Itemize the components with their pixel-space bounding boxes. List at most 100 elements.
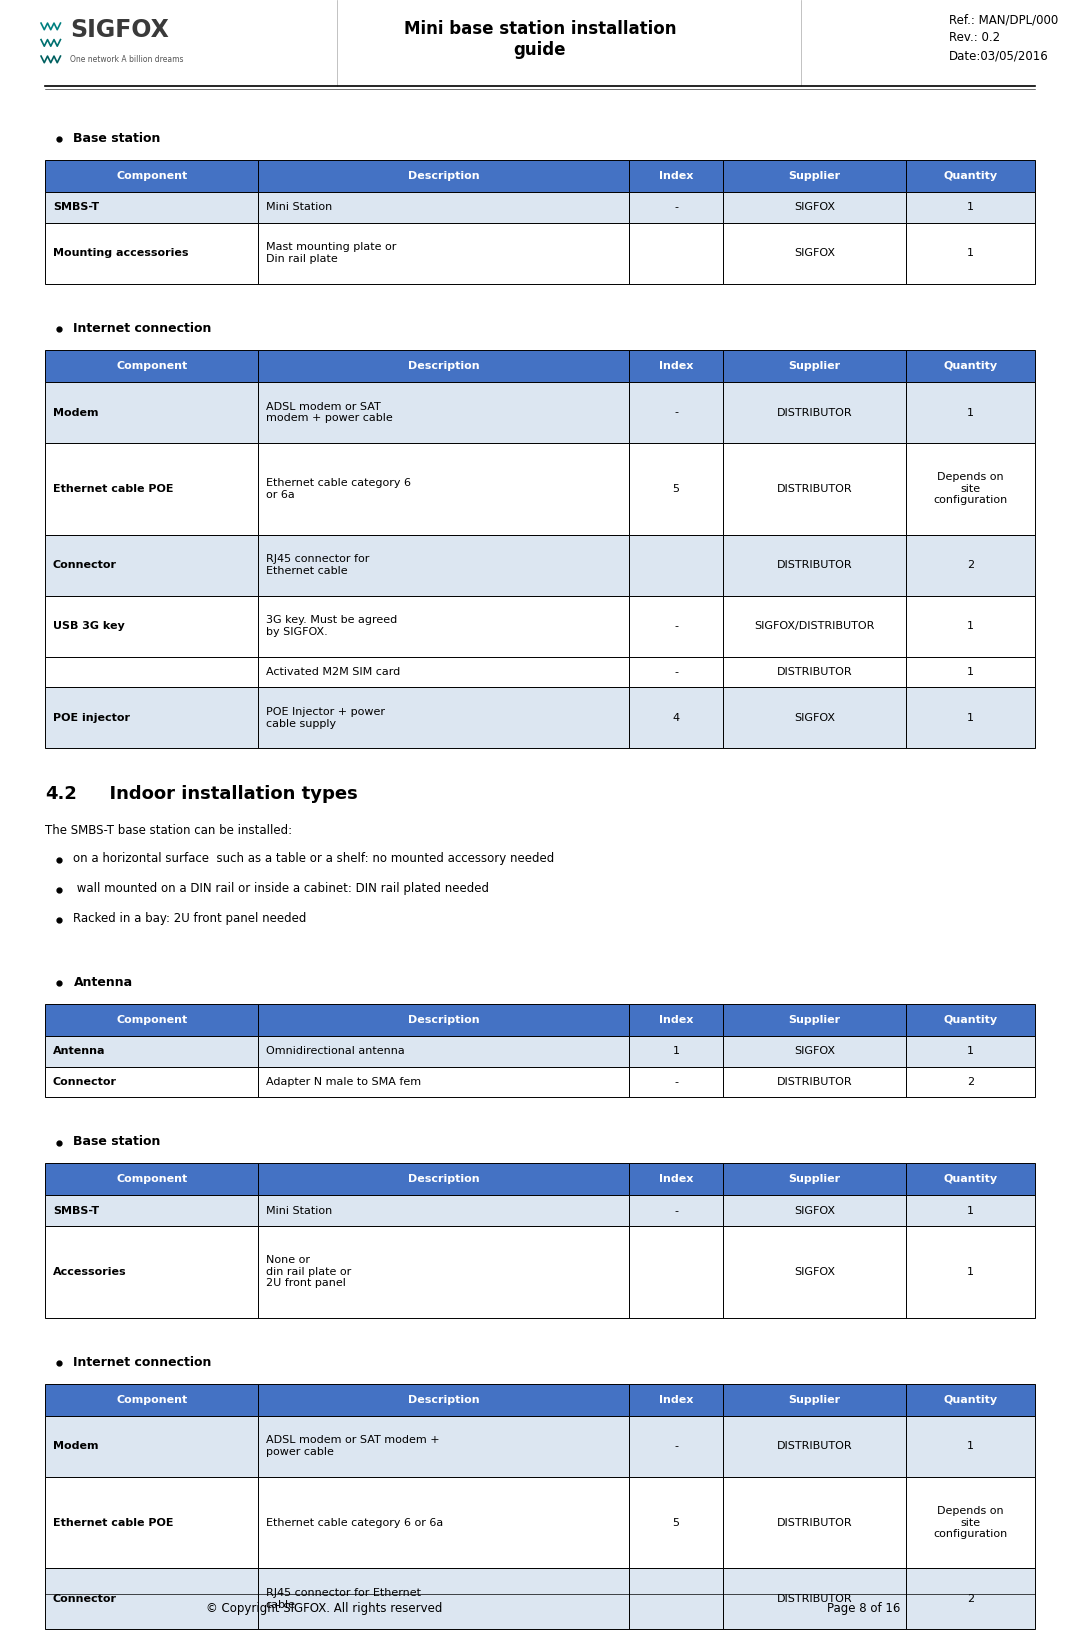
Bar [906, 1036, 1035, 1068]
Text: Supplier: Supplier [788, 172, 840, 182]
Bar [906, 160, 1035, 193]
Bar [906, 1068, 1035, 1097]
Text: Base station: Base station [73, 132, 161, 145]
Text: RJ45 connector for
Ethernet cable: RJ45 connector for Ethernet cable [266, 554, 369, 576]
Bar [906, 1416, 1035, 1477]
Bar [45, 1005, 258, 1036]
Text: 1: 1 [673, 1046, 679, 1056]
Bar [45, 1163, 258, 1196]
Bar [258, 1477, 629, 1569]
Text: Component: Component [116, 1175, 187, 1185]
Text: SMBS-T: SMBS-T [53, 1206, 99, 1216]
Text: POE injector: POE injector [53, 713, 130, 723]
Text: Internet connection: Internet connection [73, 322, 212, 335]
Text: Quantity: Quantity [943, 361, 998, 371]
Text: Depends on
site
configuration: Depends on site configuration [933, 472, 1008, 505]
Bar [906, 657, 1035, 688]
Text: Indoor installation types: Indoor installation types [97, 785, 357, 802]
Text: Connector: Connector [53, 1077, 117, 1087]
Bar [906, 1477, 1035, 1569]
Text: Mini Station: Mini Station [266, 203, 332, 213]
Text: Connector: Connector [53, 559, 117, 571]
Bar [629, 1068, 723, 1097]
Bar [258, 596, 629, 657]
Bar [723, 688, 906, 749]
Bar [629, 1384, 723, 1416]
Text: Index: Index [659, 1175, 693, 1185]
Text: RJ45 connector for Ethernet
cable: RJ45 connector for Ethernet cable [266, 1587, 420, 1610]
Text: Internet connection: Internet connection [73, 1356, 212, 1368]
Bar [629, 1569, 723, 1630]
Text: Base station: Base station [73, 1135, 161, 1148]
Text: on a horizontal surface  such as a table or a shelf: no mounted accessory needed: on a horizontal surface such as a table … [73, 853, 555, 865]
Bar [629, 160, 723, 193]
Text: -: - [674, 408, 678, 417]
Bar [629, 383, 723, 444]
Text: 1: 1 [967, 408, 974, 417]
Text: Activated M2M SIM card: Activated M2M SIM card [266, 667, 400, 676]
Bar [723, 160, 906, 193]
Text: Description: Description [408, 1175, 480, 1185]
Bar [906, 383, 1035, 444]
Text: Omnidirectional antenna: Omnidirectional antenna [266, 1046, 404, 1056]
Text: Modem: Modem [53, 1440, 98, 1452]
Text: Antenna: Antenna [73, 977, 133, 988]
Text: Index: Index [659, 172, 693, 182]
Text: Index: Index [659, 1015, 693, 1025]
Text: SIGFOX: SIGFOX [70, 18, 170, 41]
Bar [723, 1416, 906, 1477]
Bar [629, 223, 723, 284]
Text: DISTRIBUTOR: DISTRIBUTOR [777, 408, 852, 417]
Bar [629, 1416, 723, 1477]
Bar [906, 1005, 1035, 1036]
Bar [906, 1569, 1035, 1630]
Bar [629, 688, 723, 749]
Text: DISTRIBUTOR: DISTRIBUTOR [777, 1077, 852, 1087]
Bar [629, 444, 723, 535]
Text: Supplier: Supplier [788, 1175, 840, 1185]
Bar [723, 223, 906, 284]
Text: 4: 4 [673, 713, 679, 723]
Text: DISTRIBUTOR: DISTRIBUTOR [777, 1440, 852, 1452]
Bar [629, 1163, 723, 1196]
Bar [629, 535, 723, 596]
Bar [906, 193, 1035, 223]
Text: Index: Index [659, 1394, 693, 1404]
Text: SIGFOX: SIGFOX [794, 203, 835, 213]
Text: One network A billion dreams: One network A billion dreams [70, 54, 184, 64]
Bar [723, 596, 906, 657]
Bar [629, 1005, 723, 1036]
Bar [723, 444, 906, 535]
Bar [258, 1068, 629, 1097]
Bar [629, 1477, 723, 1569]
Bar [258, 688, 629, 749]
Text: 5: 5 [673, 483, 679, 493]
Text: Accessories: Accessories [53, 1267, 126, 1277]
Bar [629, 350, 723, 383]
Text: -: - [674, 667, 678, 676]
Bar [258, 657, 629, 688]
Text: 1: 1 [967, 620, 974, 632]
Text: Depends on
site
configuration: Depends on site configuration [933, 1506, 1008, 1539]
Text: The SMBS-T base station can be installed:: The SMBS-T base station can be installed… [45, 825, 293, 837]
Text: Component: Component [116, 1015, 187, 1025]
Bar [723, 1163, 906, 1196]
Bar [258, 160, 629, 193]
Text: SIGFOX/DISTRIBUTOR: SIGFOX/DISTRIBUTOR [754, 620, 875, 632]
Text: Component: Component [116, 172, 187, 182]
Text: Quantity: Quantity [943, 1394, 998, 1404]
Text: 1: 1 [967, 1267, 974, 1277]
Bar [723, 535, 906, 596]
Text: SMBS-T: SMBS-T [53, 203, 99, 213]
Bar [45, 193, 258, 223]
Text: Description: Description [408, 172, 480, 182]
Text: 1: 1 [967, 203, 974, 213]
Bar [723, 193, 906, 223]
Text: -: - [674, 1440, 678, 1452]
Text: DISTRIBUTOR: DISTRIBUTOR [777, 1594, 852, 1604]
Bar [723, 1005, 906, 1036]
Text: Description: Description [408, 1394, 480, 1404]
Text: POE Injector + power
cable supply: POE Injector + power cable supply [266, 706, 384, 729]
Bar [723, 1068, 906, 1097]
Bar [258, 1163, 629, 1196]
